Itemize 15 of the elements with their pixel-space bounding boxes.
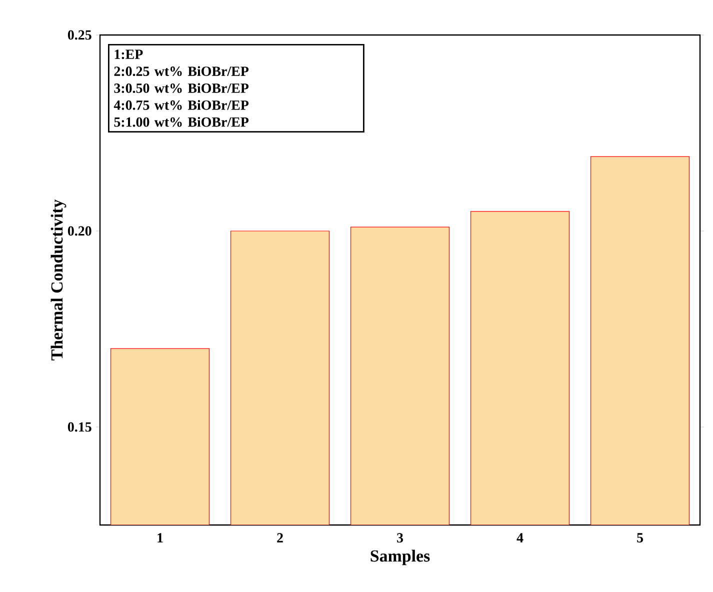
x-tick-label: 3 [397, 533, 404, 543]
x-tick-label: 2 [277, 533, 283, 542]
y-tick-label: 0.15 [68, 422, 92, 432]
annotation: 3:0.50 wt% BiOBr/EP [114, 83, 249, 93]
x-tick-label: 4 [516, 533, 524, 542]
x-tick-label: 5 [637, 533, 643, 542]
x-axis-title: Samples [370, 550, 430, 566]
y-tick-label: 0.25 [68, 30, 92, 40]
annotation: 2:0.25 wt% BiOBr/EP [114, 66, 249, 76]
y-tick-label: 0.20 [68, 226, 92, 236]
y-axis-title: Thermal Conductivity [50, 199, 66, 360]
annotation: 5:1.00 wt% BiOBr/EP [114, 116, 249, 127]
annotation: 1:EP [114, 50, 143, 60]
annotation: 4:0.75 wt% BiOBr/EP [114, 100, 249, 110]
x-tick-label: 1 [158, 533, 163, 542]
